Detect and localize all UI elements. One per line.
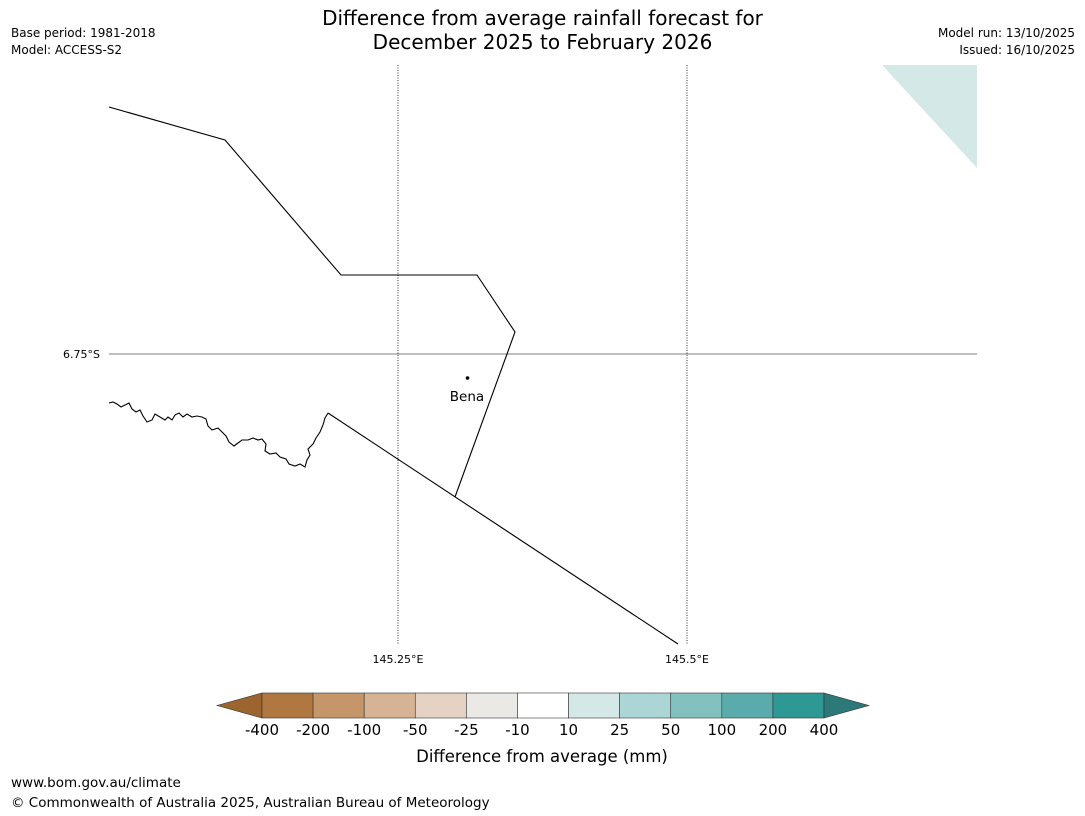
colorbar-tick-label: 100	[707, 721, 736, 739]
model-run-date: Model run: 13/10/2025	[937, 26, 1075, 40]
river-boundary	[108, 401, 329, 468]
base-period: Base period: 1981-2018	[11, 26, 156, 40]
colorbar-tick-label: 25	[610, 721, 629, 739]
title-line-1: Difference from average rainfall forecas…	[322, 6, 763, 30]
colorbar-box	[261, 692, 314, 719]
map[interactable]: Bena 6.75°S 145.25°E 145.5°E	[0, 0, 1085, 680]
province-boundary-north	[108, 106, 516, 498]
colorbar-box	[721, 692, 774, 719]
colorbar-box	[568, 692, 620, 719]
colorbar-box	[619, 692, 672, 719]
colorbar-box	[772, 692, 825, 719]
colorbar: -400 -200 -100 -50 -25 -10 10 25 50 100 200 400 Dif…	[215, 692, 871, 766]
title-line-2: December 2025 to February 2026	[372, 30, 713, 54]
colorbar-box	[312, 692, 365, 719]
colorbar-box	[466, 692, 518, 719]
colorbar-tick-label: -10	[505, 721, 530, 739]
colorbar-box	[414, 692, 467, 719]
colorbar-tick-label: 50	[661, 721, 680, 739]
colorbar-tick-label: -25	[454, 721, 479, 739]
province-boundary-south	[327, 412, 679, 645]
footer-url[interactable]: www.bom.gov.au/climate	[11, 775, 181, 791]
forecast-shading	[882, 65, 977, 168]
colorbar-extend-low	[215, 692, 263, 719]
issued-date: Issued: 16/10/2025	[959, 43, 1075, 57]
place-label-bena: Bena	[450, 389, 484, 405]
colorbar-tick-label: -200	[296, 721, 330, 739]
place-marker-bena[interactable]	[465, 376, 470, 380]
map-title: Difference from average rainfall forecas…	[0, 6, 1085, 54]
colorbar-box	[363, 692, 416, 719]
colorbar-box	[670, 692, 723, 719]
colorbar-extend-high	[823, 692, 871, 719]
colorbar-tick-label: 200	[759, 721, 788, 739]
colorbar-tick-label: -100	[347, 721, 381, 739]
colorbar-tick-label: -400	[245, 721, 279, 739]
latitude-label: 6.75°S	[63, 348, 100, 361]
metadata-right: Model run: 13/10/2025 Issued: 16/10/2025	[938, 25, 1075, 59]
colorbar-tick-label: 10	[559, 721, 578, 739]
footer-copyright: © Commonwealth of Australia 2025, Austra…	[11, 795, 490, 811]
longitude-label: 145.25°E	[373, 653, 424, 666]
colorbar-tick-label: -50	[403, 721, 428, 739]
colorbar-title: Difference from average (mm)	[416, 747, 668, 766]
model-name: Model: ACCESS-S2	[11, 43, 123, 57]
longitude-label: 145.5°E	[665, 653, 709, 666]
colorbar-tick-label: 400	[810, 721, 839, 739]
metadata-left: Base period: 1981-2018 Model: ACCESS-S2	[11, 25, 156, 59]
colorbar-box	[517, 692, 569, 719]
